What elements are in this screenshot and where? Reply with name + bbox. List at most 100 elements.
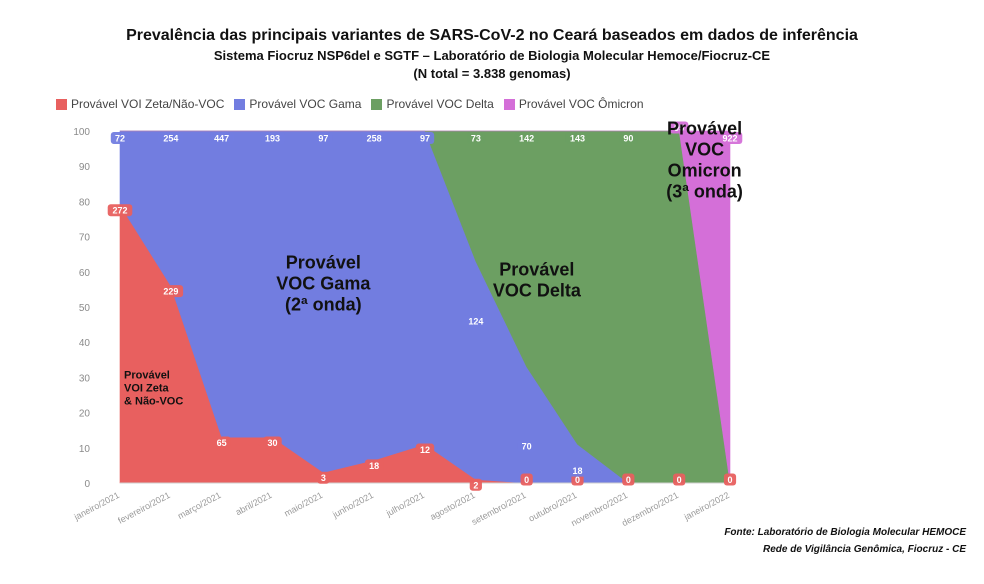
legend-swatch-delta [371,98,383,110]
data-label: 30 [267,438,277,448]
area-annotation-2: Provável [499,259,574,279]
data-label: 18 [572,466,582,476]
y-tick-label: 100 [73,127,90,138]
x-tick-label: julho/2021 [384,490,426,519]
data-label-bg [158,285,184,298]
data-label: 258 [367,134,382,144]
legend-swatch-omicron [503,98,515,110]
x-tick-label: dezembro/2021 [620,490,680,528]
data-label: 70 [522,442,532,452]
x-tick-label: agosto/2021 [428,490,476,522]
x-tick-label: janeiro/2021 [72,490,121,523]
data-label-bg [260,132,285,145]
x-tick-label: fevereiro/2021 [116,490,172,526]
data-label-bg [517,440,536,453]
area-annotation-1: (2ª onda) [285,294,362,314]
data-label-bg [622,473,635,486]
data-label-bg [669,121,689,134]
area-annotation-1: Provável [286,252,361,272]
data-label: 65 [217,438,227,448]
legend-item-omicron[interactable]: Provável VOC Ômicron [503,97,644,111]
data-label: 12 [420,445,430,455]
source-note: Fonte: Laboratório de Biologia Molecular… [724,524,966,558]
data-label-bg [619,132,638,145]
x-tick-label: abril/2021 [234,490,274,517]
data-label-bg [209,132,234,145]
data-label: 124 [468,317,483,327]
y-tick-label: 20 [79,409,91,420]
y-tick-label: 30 [79,373,91,384]
data-label: 95 [674,123,684,133]
legend-swatch-zeta [56,98,67,110]
data-label: 254 [163,134,178,144]
area-annotation-3: Omicron [668,161,742,181]
x-tick-label: janeiro/2022 [682,490,731,523]
y-tick-label: 10 [79,444,91,455]
legend-label-zeta: Provável VOI Zeta/Não-VOC [71,97,225,111]
y-tick-label: 0 [84,479,90,490]
data-label-bg [361,132,387,145]
area-annotation-1: VOC Gama [276,273,371,293]
data-label-bg [364,459,384,472]
data-label: 0 [575,475,580,485]
data-label: 97 [420,134,430,144]
data-label-bg [514,132,539,145]
area-annotation-3: Provável [667,119,742,139]
data-label-bg [520,473,533,486]
area-annotation-0: Provável [124,369,170,381]
data-label: 447 [214,134,229,144]
data-label: 193 [265,134,280,144]
data-label-bg [466,132,486,145]
y-tick-label: 80 [79,197,91,208]
data-label-bg [723,473,737,486]
data-label-bg [212,436,231,449]
legend-item-delta[interactable]: Provável VOC Delta [371,97,494,111]
legend-item-gama[interactable]: Provável VOC Gama [234,97,361,111]
data-label-bg [469,478,482,491]
y-tick-label: 60 [79,268,91,279]
area-annotation-3: (3ª onda) [666,182,743,202]
y-tick-label: 90 [79,162,91,173]
data-label-bg [107,204,133,217]
data-label-bg [314,132,333,145]
data-label-bg [717,132,743,145]
area-annotation-2: VOC Delta [493,280,582,300]
data-label-bg [158,132,184,145]
data-label: 922 [722,134,737,144]
x-tick-label: setembro/2021 [470,490,528,527]
data-label: 90 [623,134,633,144]
data-label: 0 [524,475,529,485]
data-label-bg [565,132,590,145]
data-label-bg [415,132,435,145]
data-label: 72 [115,134,125,144]
data-label: 3 [321,473,326,483]
data-label: 97 [318,134,328,144]
data-label: 18 [369,461,379,471]
chart-subtitle: Sistema Fiocruz NSP6del e SGTF – Laborat… [213,48,771,63]
data-label-bg [673,473,686,486]
data-label: 272 [112,206,127,216]
source-line-2: Rede de Vigilância Genômica, Fiocruz - C… [762,544,966,555]
chart-legend[interactable]: Provável VOI Zeta/Não-VOC Provável VOC G… [56,97,644,111]
x-tick-label: maio/2021 [282,490,324,519]
chart-title: Prevalência das principais variantes de … [126,27,858,44]
y-tick-label: 40 [79,338,91,349]
data-label-bg [110,132,130,145]
x-tick-label: março/2021 [176,490,223,521]
data-label: 0 [677,475,682,485]
source-line-1: Fonte: Laboratório de Biologia Molecular… [724,527,966,538]
chart-subtitle-total: (N total = 3.838 genomas) [413,66,571,81]
data-label: 73 [471,134,481,144]
x-tick-label: novembro/2021 [569,490,629,528]
area-omicron [120,130,731,484]
data-label: 142 [519,134,534,144]
area-annotation-3: VOC [685,140,724,160]
legend-swatch-gama [234,98,246,110]
data-label: 0 [727,475,732,485]
data-label: 0 [626,475,631,485]
y-tick-label: 70 [79,233,91,244]
area-annotation-0: VOI Zeta [124,382,170,394]
data-label-bg [568,464,587,477]
legend-item-zeta[interactable]: Provável VOI Zeta/Não-VOC [56,97,224,111]
data-label-bg [263,436,282,449]
